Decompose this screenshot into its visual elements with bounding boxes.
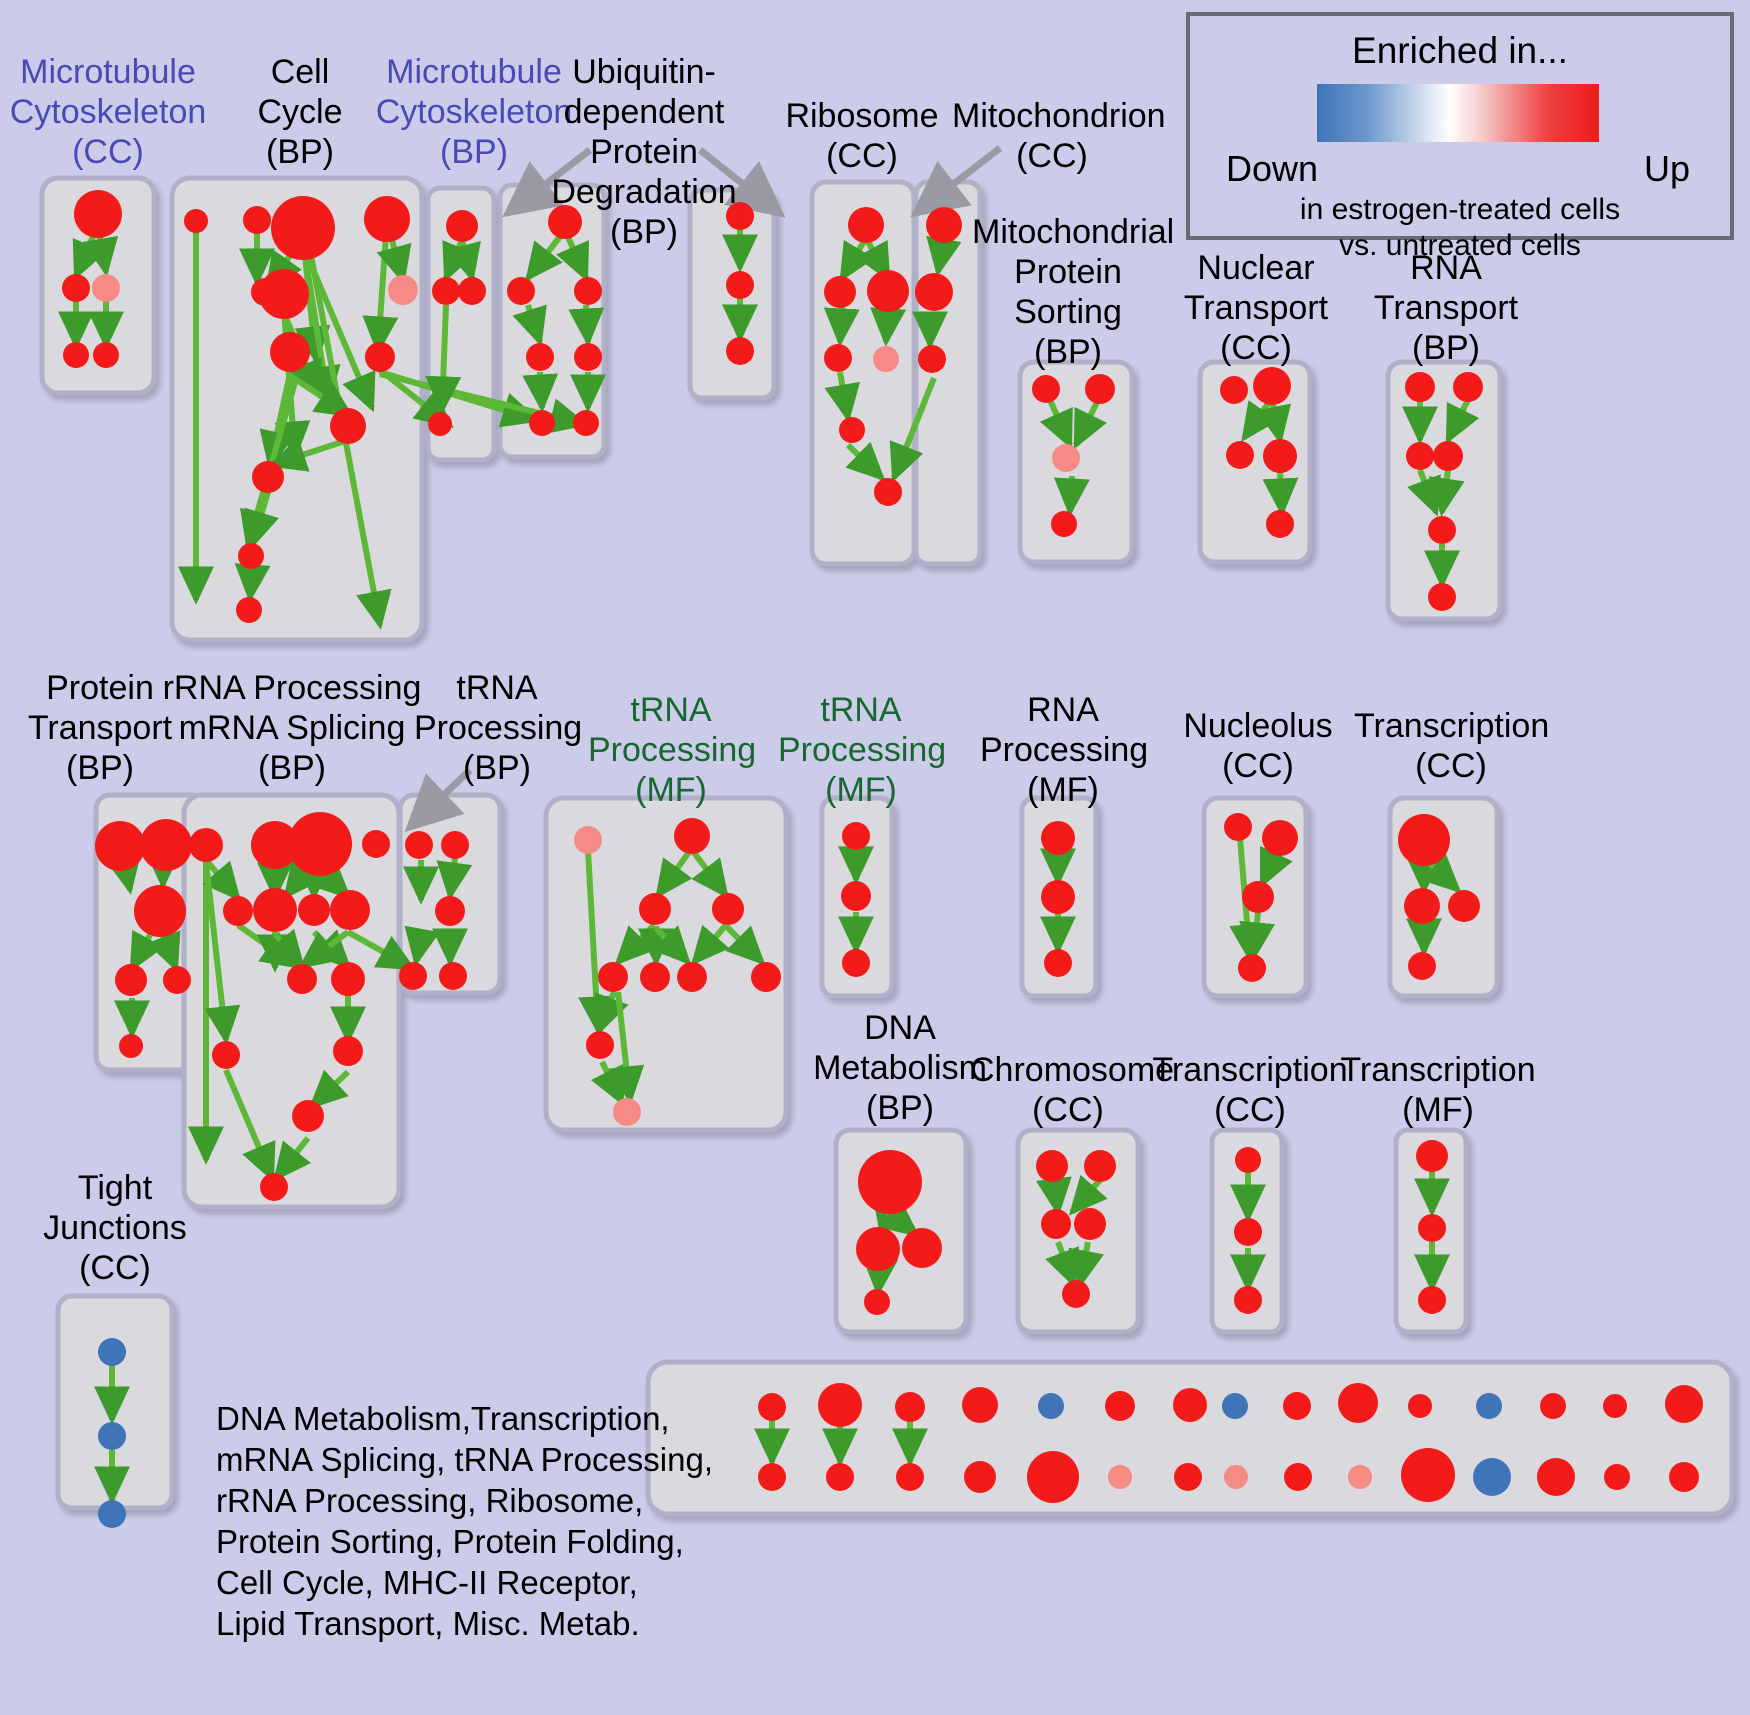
misc-line-4: Protein Sorting, Protein Folding,	[216, 1523, 684, 1560]
misc-line-2: mRNA Splicing, tRNA Processing,	[216, 1441, 714, 1478]
misc-line-5: Cell Cycle, MHC-II Receptor,	[216, 1564, 638, 1601]
label-transcription-cc-2: Transcription (CC)	[1152, 1051, 1348, 1129]
label-dna-metabolism-bp: DNA Metabolism (BP)	[813, 1009, 987, 1127]
label-microtubule-cytoskeleton-bp: Microtubule Cytoskeleton (BP)	[375, 53, 573, 171]
misc-line-6: Lipid Transport, Misc. Metab.	[216, 1605, 640, 1642]
legend-sublabel: in estrogen-treated cells vs. untreated …	[1299, 193, 1621, 262]
label-cell-cycle-bp: Cell Cycle (BP)	[257, 53, 343, 171]
misc-category-text-block: DNA Metabolism,Transcription, mRNA Splic…	[216, 1398, 716, 1644]
label-mitochondrial-protein-sorting-bp: Mitochondrial Protein Sorting (BP)	[972, 213, 1175, 371]
misc-line-3: rRNA Processing, Ribosome,	[216, 1482, 644, 1519]
graph-edges	[58, 219, 1480, 1505]
graph-nodes	[62, 190, 1703, 1528]
label-chromosome-cc: Chromosome (CC)	[970, 1051, 1175, 1129]
legend-down-label: Down	[1226, 148, 1319, 189]
label-trna-processing-bp: tRNA Processing (BP)	[414, 669, 583, 787]
callout-arrows	[404, 145, 1003, 833]
label-ribosome-cc: Ribosome (CC)	[785, 97, 939, 175]
label-microtubule-cytoskeleton-cc: Microtubule Cytoskeleton (CC)	[9, 53, 207, 171]
label-trna-processing-mf-2: tRNA Processing (MF)	[778, 691, 947, 809]
label-tight-junctions-cc: Tight Junctions (CC)	[43, 1169, 187, 1287]
legend-panel: Enriched in... Down Up in estrogen-treat…	[1186, 12, 1734, 262]
label-nuclear-transport-cc: Nuclear Transport (CC)	[1183, 249, 1329, 367]
misc-line-1: DNA Metabolism,Transcription,	[216, 1400, 670, 1437]
label-ubiquitin-dependent-protein-degradation-bp: Ubiquitin- dependent Protein Degradation…	[551, 53, 737, 251]
legend-color-bar	[1317, 84, 1599, 142]
label-rrna-processing-mrna-splicing-bp: rRNA Processing mRNA Splicing (BP)	[162, 669, 422, 787]
label-transcription-cc-1: Transcription (CC)	[1354, 707, 1550, 785]
label-protein-transport-bp: Protein Transport (BP)	[27, 669, 173, 787]
label-mitochondrion-cc: Mitochondrion (CC)	[952, 97, 1166, 175]
legend-title: Enriched in...	[1352, 30, 1568, 71]
label-trna-processing-mf-1: tRNA Processing (MF)	[588, 691, 757, 809]
label-rna-processing-mf: RNA Processing (MF)	[980, 691, 1149, 809]
label-transcription-mf: Transcription (MF)	[1340, 1051, 1536, 1129]
label-rna-transport-bp: RNA Transport (BP)	[1373, 249, 1519, 367]
legend-up-label: Up	[1643, 148, 1690, 189]
label-nucleolus-cc: Nucleolus (CC)	[1183, 707, 1333, 785]
